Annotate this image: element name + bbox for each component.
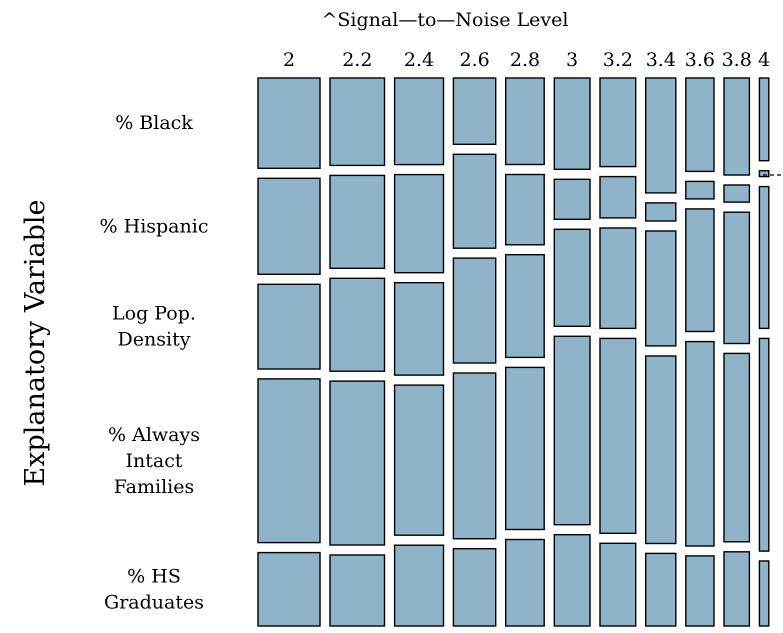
mosaic-tile	[452, 548, 497, 627]
x-tick-label: 2.4	[404, 49, 434, 71]
row-label: Families	[114, 476, 194, 498]
mosaic-tile	[452, 372, 497, 540]
mosaic-tile	[685, 77, 715, 173]
row-label: % Always	[108, 424, 200, 446]
y-axis-label: Explanatory Variable	[20, 200, 51, 487]
mosaic-tile	[393, 384, 445, 536]
mosaic-tile	[723, 211, 751, 345]
mosaic-tile	[553, 228, 591, 328]
mosaic-tile	[758, 560, 770, 627]
x-tick-labels: 2 2.2 2.4 2.6 2.8 3 3.2 3.4 3.6 3.8 4	[283, 49, 770, 71]
mosaic-tile	[645, 77, 677, 194]
mosaic-tile	[452, 257, 497, 364]
mosaic-tile	[505, 173, 545, 246]
mosaic-tile	[758, 185, 770, 330]
x-tick-label: 2	[283, 49, 295, 71]
mosaic-tile	[758, 169, 770, 178]
mosaic-tile	[329, 77, 386, 167]
mosaic-tile	[393, 77, 445, 166]
mosaic-tile	[685, 340, 715, 547]
row-label: % HS	[127, 565, 181, 587]
x-tick-label: 3.2	[603, 49, 633, 71]
x-tick-label: 3.4	[646, 49, 676, 71]
mosaic-tile	[685, 208, 715, 333]
mosaic-tile	[553, 335, 591, 526]
mosaic-tiles	[257, 77, 770, 627]
mosaic-tile	[393, 173, 445, 274]
mosaic-tile	[685, 180, 715, 200]
x-tick-label: 3.6	[685, 49, 715, 71]
mosaic-tile	[685, 555, 715, 627]
row-label: Log Pop.	[112, 303, 196, 325]
mosaic-tile	[553, 77, 591, 171]
mosaic-tile	[329, 174, 386, 269]
mosaic-tile	[723, 551, 751, 627]
x-tick-label: 3	[566, 49, 578, 71]
mosaic-tile	[553, 178, 591, 221]
row-label: % Hispanic	[100, 215, 209, 237]
mosaic-tile	[452, 77, 497, 146]
mosaic-tile	[599, 175, 637, 219]
mosaic-tile	[723, 77, 751, 176]
mosaic-tile	[393, 544, 445, 627]
mosaic-tile	[599, 227, 637, 330]
mosaic-tile	[505, 77, 545, 166]
mosaic-tile	[257, 177, 321, 276]
mosaic-tile	[758, 77, 770, 162]
mosaic-tile	[505, 366, 545, 531]
mosaic-tile	[599, 337, 637, 534]
mosaic-tile	[257, 283, 321, 370]
row-label: % Black	[115, 112, 193, 134]
mosaic-tile	[329, 554, 386, 627]
mosaic-tile	[452, 153, 497, 249]
mosaic-tile	[758, 337, 770, 552]
chart-title: ^Signal—to—Noise Level	[322, 9, 569, 31]
mosaic-tile	[553, 534, 591, 627]
mosaic-tile	[599, 542, 637, 627]
mosaic-tile	[505, 253, 545, 359]
mosaic-tile	[257, 77, 321, 170]
mosaic-tile	[723, 184, 751, 203]
x-tick-label: 3.8	[722, 49, 752, 71]
mosaic-tile	[645, 552, 677, 627]
row-label: Density	[118, 329, 191, 351]
mosaic-tile	[645, 202, 677, 222]
mosaic-tile	[393, 282, 445, 376]
row-label: Intact	[126, 450, 183, 472]
mosaic-tile	[723, 352, 751, 543]
row-label: Graduates	[104, 591, 204, 613]
x-tick-label: 2.8	[510, 49, 540, 71]
row-labels: % Black % Hispanic Log Pop. Density % Always…	[100, 112, 209, 613]
mosaic-tile	[329, 277, 386, 372]
mosaic-tile	[645, 355, 677, 545]
mosaic-tile	[257, 551, 321, 627]
mosaic-tile	[329, 380, 386, 546]
x-tick-label: 2.2	[342, 49, 372, 71]
x-tick-label: 4	[758, 49, 770, 71]
mosaic-tile	[257, 378, 321, 544]
mosaic-tile	[645, 230, 677, 347]
x-tick-label: 2.6	[459, 49, 489, 71]
mosaic-tile	[505, 538, 545, 627]
mosaic-tile	[599, 77, 637, 168]
